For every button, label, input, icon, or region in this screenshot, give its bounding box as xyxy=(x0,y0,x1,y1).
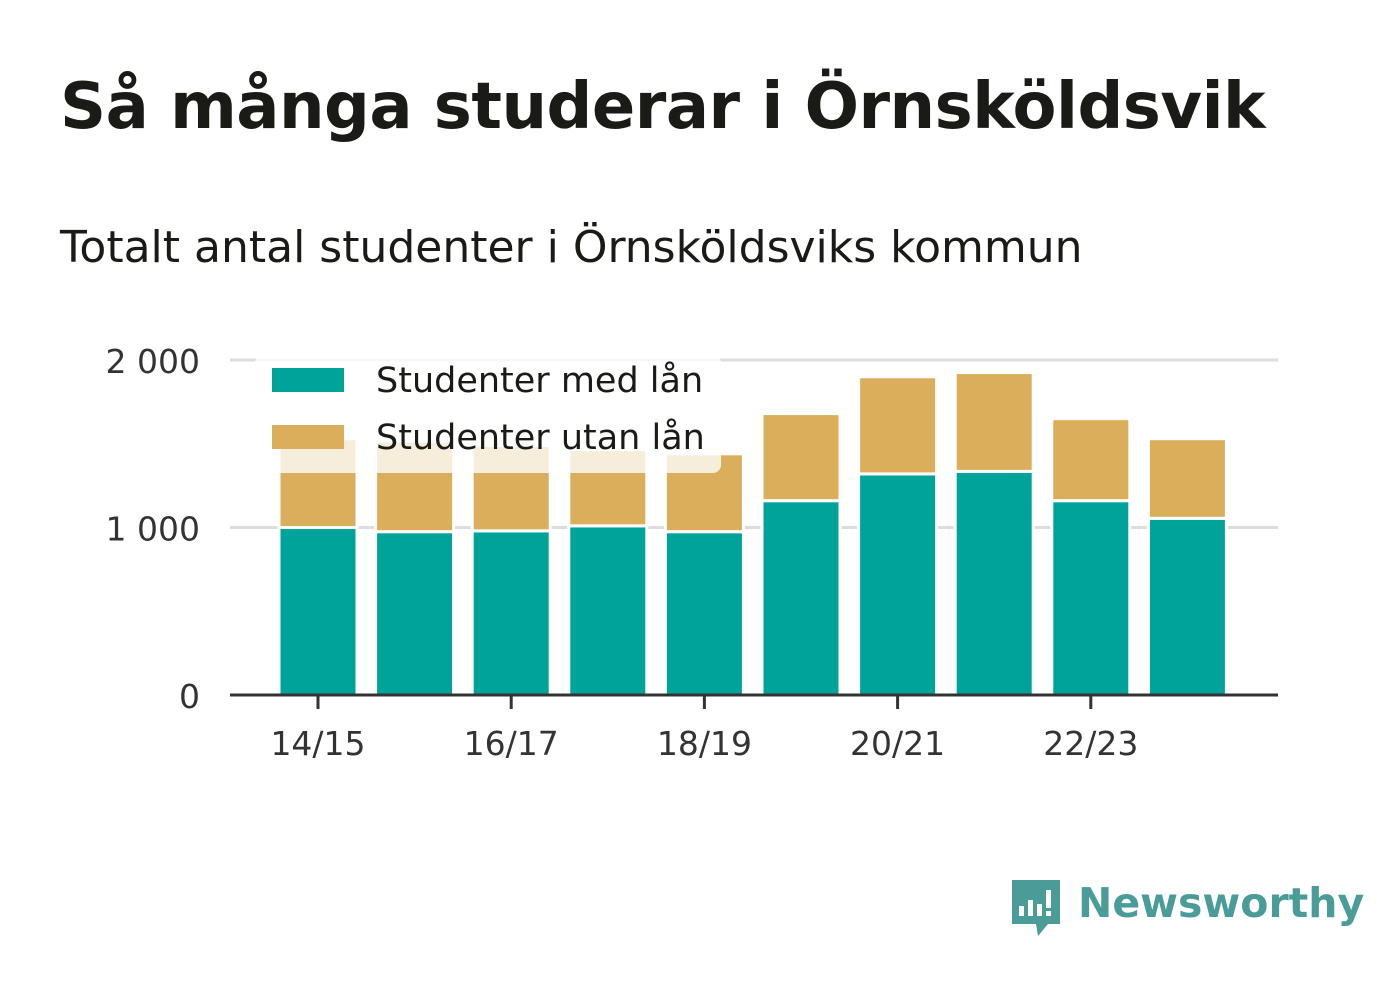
bar-med-lan xyxy=(374,530,456,697)
y-tick-label: 1 000 xyxy=(106,510,200,549)
bar-med-lan xyxy=(567,524,649,697)
legend-swatch xyxy=(272,425,344,449)
x-tick-label: 20/21 xyxy=(850,724,945,763)
bar-utan-lan xyxy=(1146,437,1228,520)
brand-name: Newsworthy xyxy=(1078,879,1365,927)
x-tick-label: 16/17 xyxy=(464,724,559,763)
bar-utan-lan xyxy=(857,375,939,476)
bar-med-lan xyxy=(1146,516,1228,697)
newsworthy-logo: Newsworthy xyxy=(1010,878,1364,942)
x-tick-label: 14/15 xyxy=(270,724,365,763)
chart-title: Så många studerar i Örnsköldsvik xyxy=(60,70,1266,144)
legend-label: Studenter utan lån xyxy=(376,417,705,458)
bar-med-lan xyxy=(277,526,359,697)
legend-swatch xyxy=(272,368,344,392)
x-tick-label: 22/23 xyxy=(1043,724,1138,763)
chart-subtitle: Totalt antal studenter i Örnsköldsviks k… xyxy=(60,222,1083,273)
newsworthy-logo-icon xyxy=(1012,880,1060,936)
bar-utan-lan xyxy=(953,371,1035,473)
bar-med-lan xyxy=(953,469,1035,697)
bar-med-lan xyxy=(663,530,745,697)
y-tick-label: 0 xyxy=(179,677,200,716)
bar-utan-lan xyxy=(1050,417,1132,503)
bar-med-lan xyxy=(857,472,939,697)
legend-background xyxy=(255,355,721,473)
legend: Studenter med lån Studenter utan lån xyxy=(255,355,721,473)
y-tick-label: 2 000 xyxy=(106,342,200,381)
bar-med-lan xyxy=(1050,499,1132,697)
bar-utan-lan xyxy=(760,412,842,503)
x-tick-label: 18/19 xyxy=(657,724,752,763)
legend-label: Studenter med lån xyxy=(376,360,703,401)
bar-med-lan xyxy=(760,499,842,697)
bar-med-lan xyxy=(470,529,552,697)
